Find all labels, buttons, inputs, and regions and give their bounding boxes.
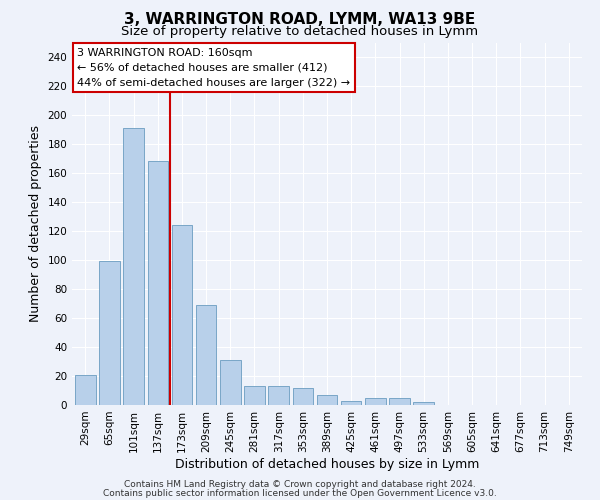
Bar bbox=[365, 398, 386, 405]
Bar bbox=[413, 402, 434, 405]
Text: Size of property relative to detached houses in Lymm: Size of property relative to detached ho… bbox=[121, 25, 479, 38]
Bar bbox=[220, 360, 241, 405]
Bar bbox=[244, 386, 265, 405]
Bar bbox=[389, 398, 410, 405]
Bar bbox=[341, 400, 361, 405]
Bar bbox=[196, 305, 217, 405]
Text: Contains public sector information licensed under the Open Government Licence v3: Contains public sector information licen… bbox=[103, 488, 497, 498]
Text: 3 WARRINGTON ROAD: 160sqm
← 56% of detached houses are smaller (412)
44% of semi: 3 WARRINGTON ROAD: 160sqm ← 56% of detac… bbox=[77, 48, 350, 88]
Text: 3, WARRINGTON ROAD, LYMM, WA13 9BE: 3, WARRINGTON ROAD, LYMM, WA13 9BE bbox=[124, 12, 476, 28]
Bar bbox=[148, 162, 168, 405]
Text: Contains HM Land Registry data © Crown copyright and database right 2024.: Contains HM Land Registry data © Crown c… bbox=[124, 480, 476, 489]
Bar bbox=[293, 388, 313, 405]
Bar bbox=[124, 128, 144, 405]
Bar bbox=[317, 395, 337, 405]
Bar bbox=[268, 386, 289, 405]
X-axis label: Distribution of detached houses by size in Lymm: Distribution of detached houses by size … bbox=[175, 458, 479, 470]
Bar bbox=[172, 225, 192, 405]
Y-axis label: Number of detached properties: Number of detached properties bbox=[29, 125, 42, 322]
Bar bbox=[75, 374, 95, 405]
Bar bbox=[99, 262, 120, 405]
